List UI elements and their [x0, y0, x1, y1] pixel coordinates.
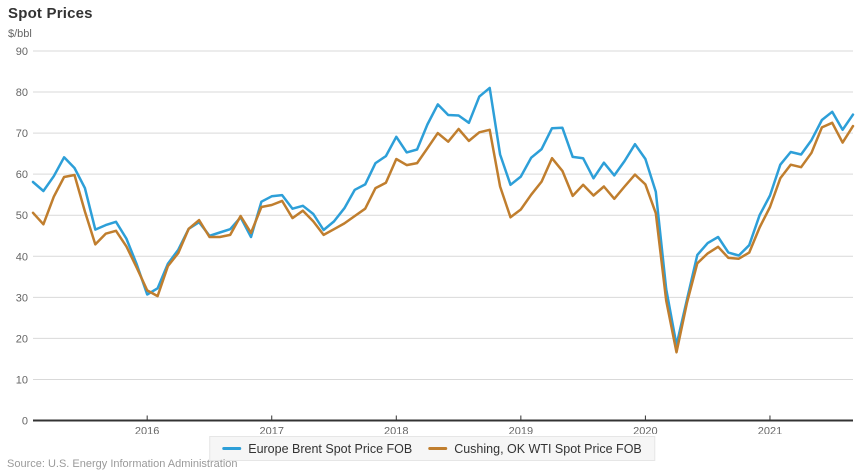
x-tick-label-2021: 2021 — [758, 426, 782, 435]
x-tick-label-2019: 2019 — [509, 426, 533, 435]
y-tick-label-30: 30 — [16, 292, 28, 304]
x-tick-label-2016: 2016 — [135, 426, 159, 435]
y-tick-label-10: 10 — [16, 374, 28, 386]
source-attribution: Source: U.S. Energy Information Administ… — [7, 458, 238, 470]
y-tick-label-40: 40 — [16, 251, 28, 263]
legend-label-wti: Cushing, OK WTI Spot Price FOB — [454, 441, 642, 456]
chart-title: Spot Prices — [8, 5, 93, 22]
wti-line-swatch — [428, 447, 448, 450]
y-tick-label-70: 70 — [16, 128, 28, 140]
y-tick-label-60: 60 — [16, 169, 28, 181]
y-tick-label-20: 20 — [16, 333, 28, 345]
plot-area: 0 10 20 30 40 50 60 70 80 90 2016 2017 2018 2019 2020 2… — [16, 46, 855, 435]
series-line-wti — [31, 121, 855, 354]
legend: Europe Brent Spot Price FOB Cushing, OK … — [209, 436, 655, 461]
x-tick-label-2018: 2018 — [384, 426, 408, 435]
legend-item-wti[interactable]: Cushing, OK WTI Spot Price FOB — [428, 442, 642, 456]
legend-item-brent[interactable]: Europe Brent Spot Price FOB — [222, 442, 412, 456]
y-tick-label-50: 50 — [16, 210, 28, 222]
y-axis-unit-label: $/bbl — [8, 28, 32, 40]
x-tick-label-2017: 2017 — [259, 426, 283, 435]
brent-line-swatch — [222, 447, 242, 450]
legend-label-brent: Europe Brent Spot Price FOB — [248, 441, 413, 456]
series-line-brent — [31, 86, 855, 347]
y-tick-label-90: 90 — [16, 46, 28, 58]
y-tick-label-80: 80 — [16, 87, 28, 99]
x-tick-label-2020: 2020 — [633, 426, 657, 435]
y-tick-label-0: 0 — [22, 416, 28, 428]
